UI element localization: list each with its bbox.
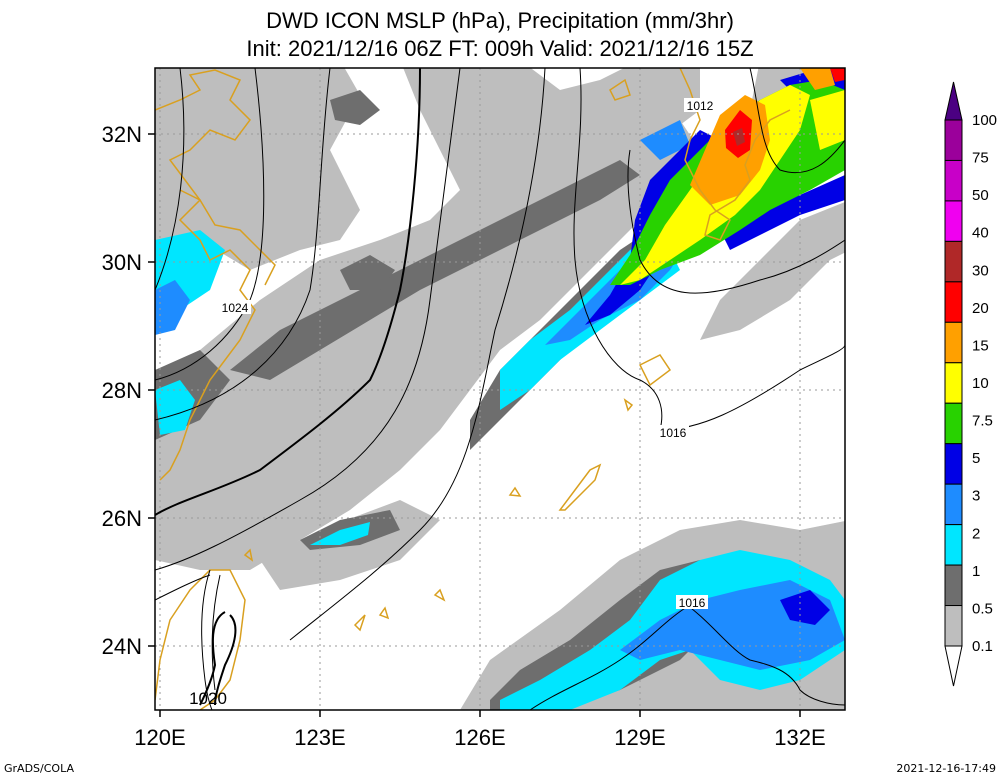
colorbar-boxes: [944, 119, 963, 647]
colorbar-box: [944, 524, 963, 566]
colorbar-box: [944, 159, 963, 202]
isobar-label-1016-east: 1016: [660, 426, 687, 440]
colorbar-label: 1: [972, 563, 980, 580]
lat-label-28n: 28N: [102, 378, 142, 403]
isobar-label-1012: 1012: [687, 99, 714, 113]
lat-label-32n: 32N: [102, 122, 142, 147]
colorbar-label: 7.5: [972, 413, 993, 430]
colorbar-label: 3: [972, 488, 980, 505]
isobar-label-1016-south: 1016: [679, 596, 706, 610]
colorbar-label: 5: [972, 450, 980, 467]
colorbar-box: [944, 200, 963, 242]
isobar-label-group: 1012 1024 1016 1016 1020: [189, 98, 716, 708]
colorbar-label: 40: [972, 225, 989, 242]
colorbar-box: [944, 240, 963, 283]
lat-label-26n: 26N: [102, 506, 142, 531]
footer-timestamp: 2021-12-16-17:49: [896, 762, 996, 775]
isobar-label-1024: 1024: [222, 301, 249, 315]
footer-software: GrADS/COLA: [4, 762, 74, 775]
lat-label-30n: 30N: [102, 250, 142, 275]
colorbar-top-arrow: [944, 81, 963, 121]
colorbar-label: 15: [972, 337, 989, 354]
lon-label-129e: 129E: [614, 725, 665, 750]
axis-ticks: [148, 133, 801, 717]
colorbar-box: [944, 362, 963, 404]
plot-frame: [154, 67, 846, 711]
isobar-label-1020: 1020: [189, 689, 227, 708]
map-plot-area: [155, 68, 845, 710]
map-subtitle: Init: 2021/12/16 06Z FT: 009h Valid: 202…: [246, 36, 754, 61]
isobars-thin: [155, 68, 845, 710]
colorbar-label: 2: [972, 525, 980, 542]
colorbar-label: 30: [972, 262, 989, 279]
colorbar-label: 75: [972, 150, 989, 167]
colorbar-label: 10: [972, 375, 989, 392]
colorbar-label: 50: [972, 187, 989, 204]
lon-label-132e: 132E: [774, 725, 825, 750]
precip-darkred-areas: [733, 128, 745, 146]
lon-label-126e: 126E: [454, 725, 505, 750]
colorbar-box: [944, 119, 963, 161]
map-gridlines: [155, 68, 845, 710]
colorbar-box: [944, 605, 963, 647]
colorbar: 100 75 50 40 30 20 15 10 7.5 5 3 2 1 0.5 0.1: [944, 81, 997, 687]
colorbar-box: [944, 321, 963, 364]
colorbar-box: [944, 402, 963, 445]
colorbar-box: [944, 483, 963, 526]
lon-label-120e: 120E: [134, 725, 185, 750]
colorbar-label: 0.5: [972, 600, 993, 617]
colorbar-box: [944, 443, 963, 485]
colorbar-box: [944, 564, 963, 607]
colorbar-labels: 100 75 50 40 30 20 15 10 7.5 5 3 2 1 0.5 0.1: [972, 112, 997, 655]
lon-label-123e: 123E: [294, 725, 345, 750]
lat-label-24n: 24N: [102, 634, 142, 659]
colorbar-label: 20: [972, 300, 989, 317]
isobars-thick: [155, 68, 421, 706]
colorbar-label: 0.1: [972, 638, 993, 655]
colorbar-bottom-arrow: [944, 645, 963, 687]
map-title: DWD ICON MSLP (hPa), Precipitation (mm/3…: [266, 8, 734, 33]
colorbar-box: [944, 281, 963, 323]
coastlines: [155, 68, 791, 710]
colorbar-label: 100: [972, 112, 997, 129]
